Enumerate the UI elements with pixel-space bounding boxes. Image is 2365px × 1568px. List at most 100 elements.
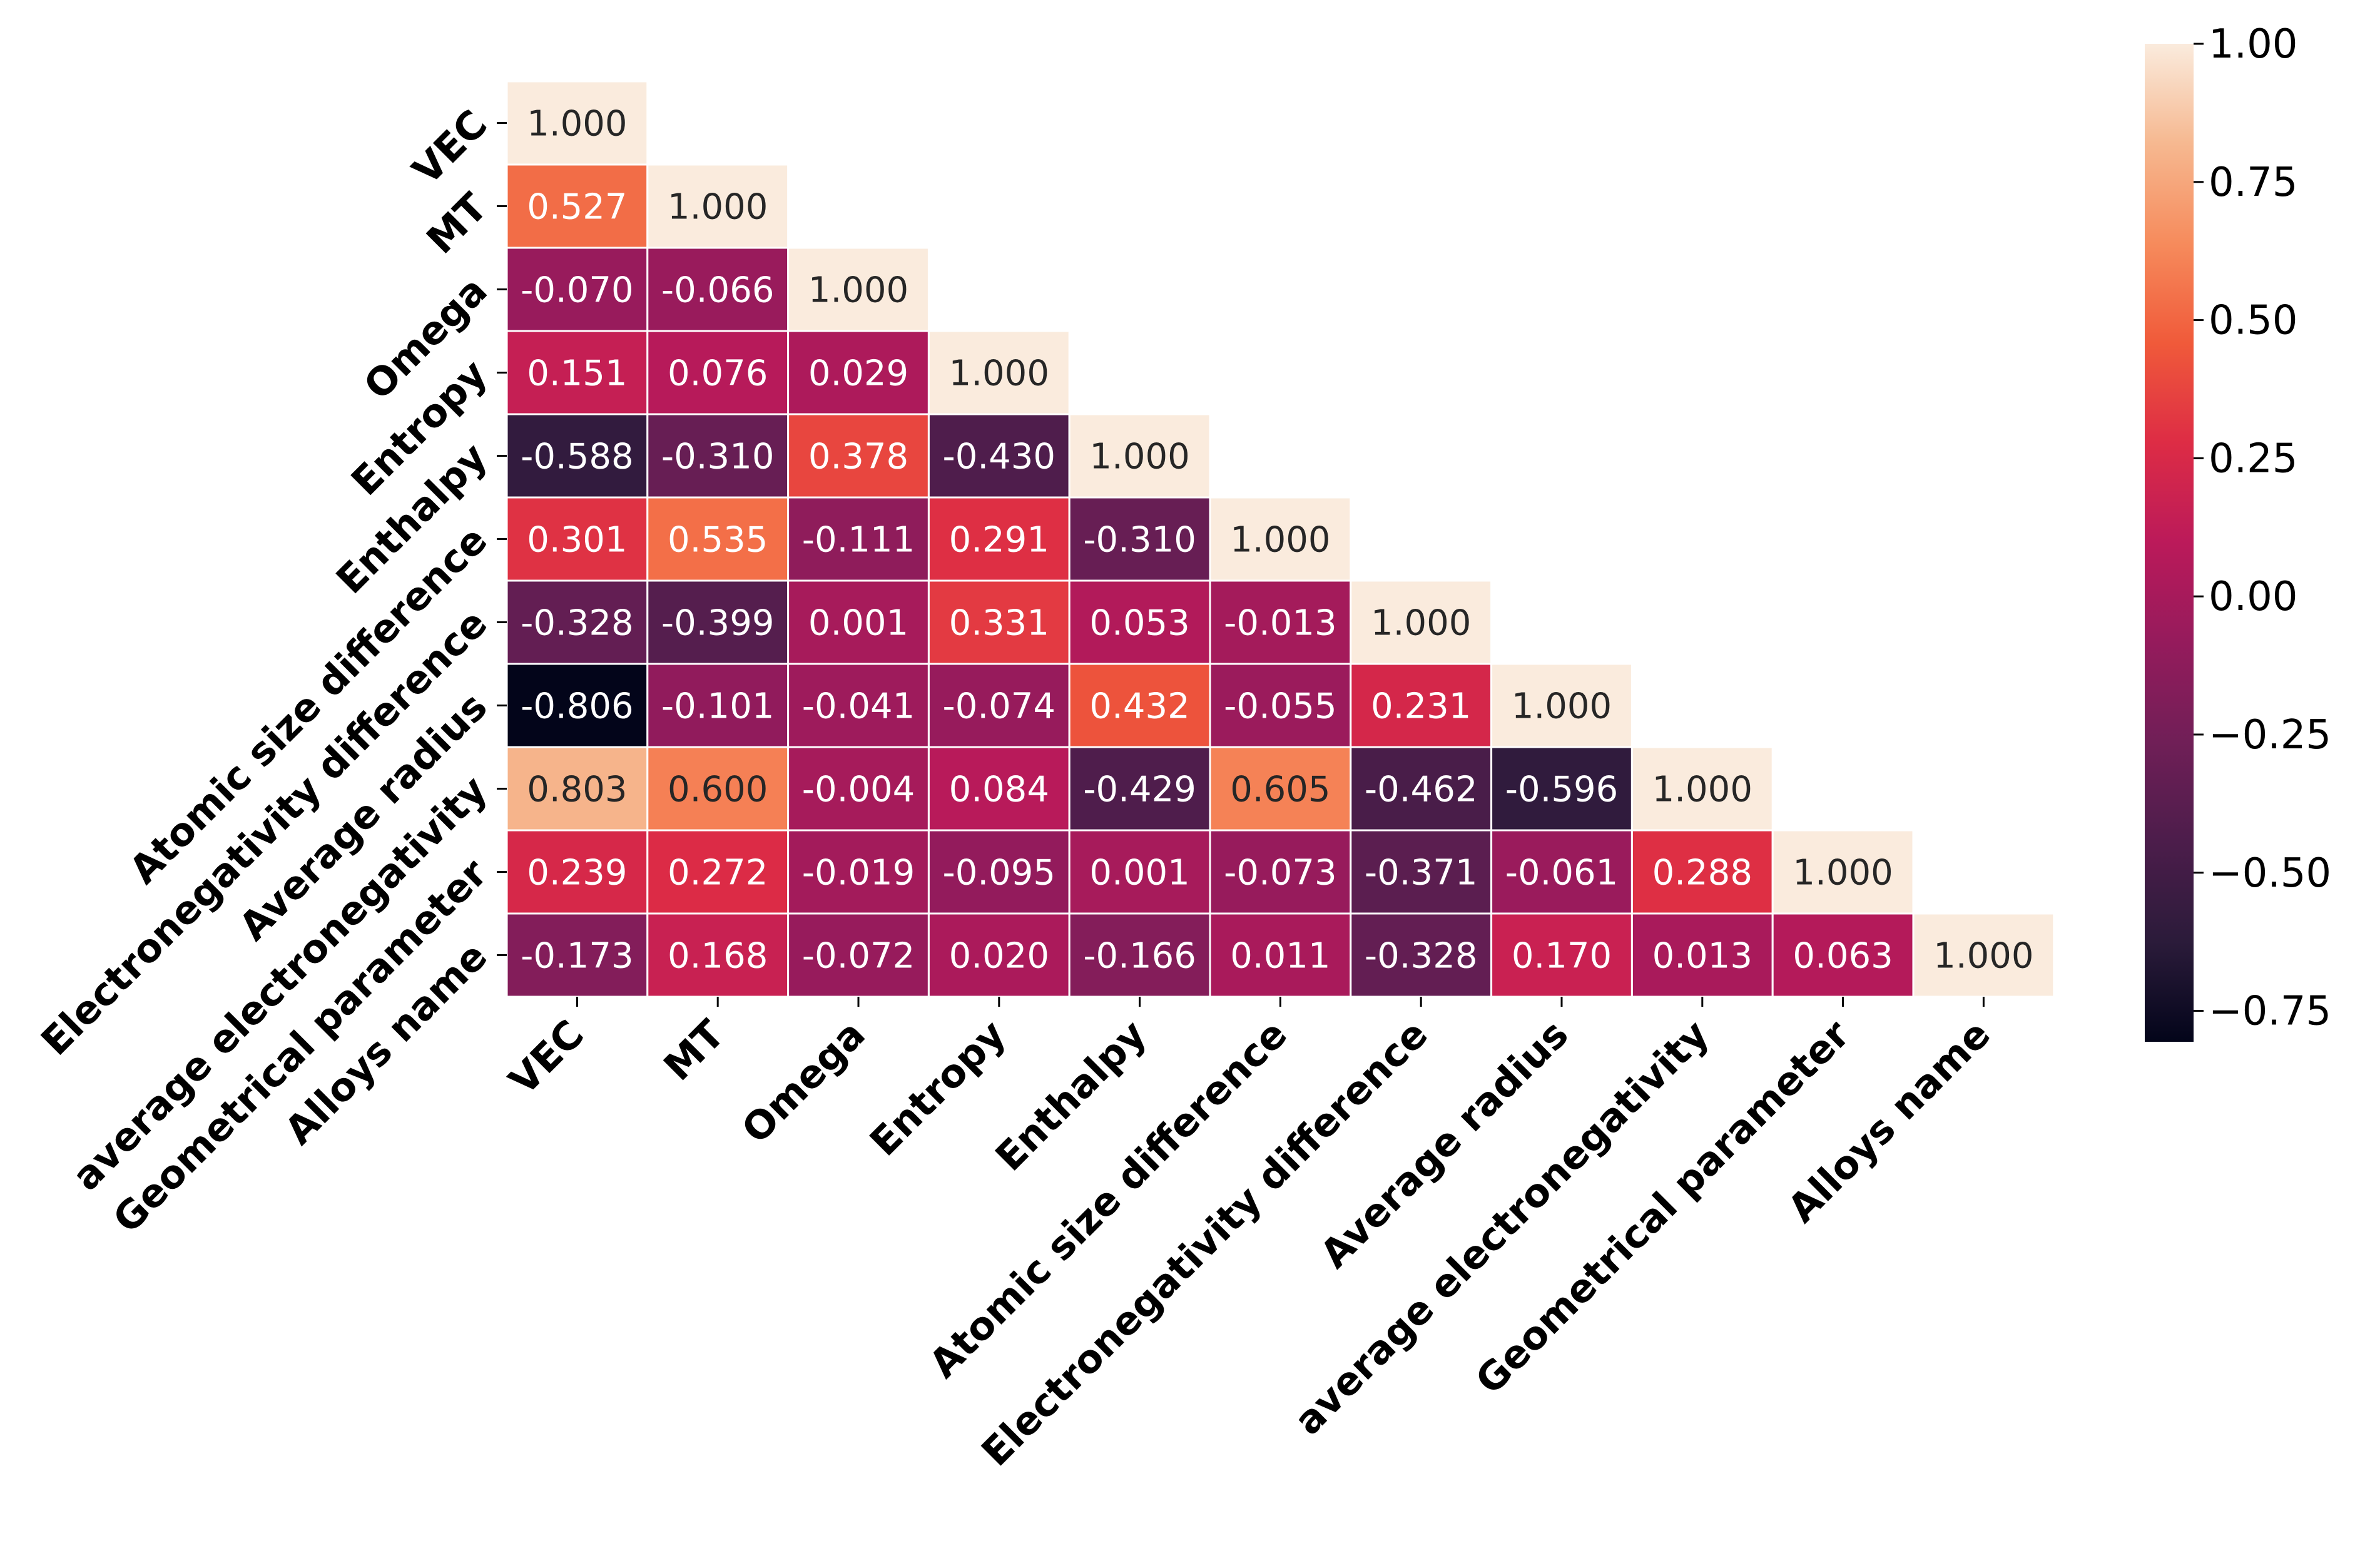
cell-value-label: 0.168 <box>668 936 768 977</box>
heatmap-cell <box>646 746 790 832</box>
cell-value-label: 1.000 <box>1793 853 1893 893</box>
cell-value-label: -0.041 <box>802 686 915 727</box>
cell-value-label: -0.101 <box>661 686 775 727</box>
heatmap-cell <box>1771 829 1915 915</box>
cell-value-label: -0.004 <box>802 770 915 810</box>
heatmap-cell <box>787 829 930 915</box>
cell-value-label: 0.331 <box>949 603 1049 644</box>
cell-value-label: 1.000 <box>949 354 1049 394</box>
cell-value-label: -0.588 <box>521 437 634 477</box>
cell-value-label: -0.066 <box>661 270 775 311</box>
heatmap-cell <box>1350 746 1493 832</box>
cell-value-label: 0.151 <box>527 354 627 394</box>
cell-value-label: 0.170 <box>1512 936 1612 977</box>
cell-value-label: -0.328 <box>521 603 634 644</box>
cell-value-label: 1.000 <box>1933 936 2033 977</box>
cell-value-label: 0.432 <box>1089 686 1189 727</box>
colorbar-tick-label: 1.00 <box>2209 21 2298 68</box>
cell-value-label: -0.310 <box>661 437 775 477</box>
cell-value-label: -0.073 <box>1224 853 1337 893</box>
heatmap-cell <box>787 330 930 415</box>
heatmap-cell <box>787 247 930 332</box>
cell-value-label: 0.527 <box>527 187 627 228</box>
heatmap-cell <box>506 80 649 166</box>
cell-value-label: 0.011 <box>1230 936 1330 977</box>
cell-value-label: 0.231 <box>1371 686 1471 727</box>
colorbar-tick-label: −0.75 <box>2209 989 2331 1035</box>
heatmap-cell <box>506 579 649 665</box>
heatmap-cell <box>1350 663 1493 748</box>
cell-value-label: 1.000 <box>1089 437 1189 477</box>
heatmap-cell <box>1209 912 1352 998</box>
heatmap-cell <box>646 829 790 915</box>
cell-value-label: 0.378 <box>808 437 908 477</box>
cell-value-label: 1.000 <box>808 270 908 311</box>
colorbar-tick-label: −0.25 <box>2209 712 2331 758</box>
cell-value-label: 0.053 <box>1089 603 1189 644</box>
heatmap-cell <box>506 663 649 748</box>
heatmap-cell <box>506 413 649 499</box>
heatmap-cell <box>1912 912 2055 998</box>
cell-value-label: -0.173 <box>521 936 634 977</box>
heatmap-cell <box>927 579 1071 665</box>
heatmap-cell <box>787 746 930 832</box>
heatmap-cell <box>787 579 930 665</box>
cell-value-label: -0.074 <box>943 686 1056 727</box>
cell-value-label: -0.462 <box>1365 770 1478 810</box>
heatmap-cell <box>1209 746 1352 832</box>
cell-value-label: 0.076 <box>668 354 768 394</box>
cell-value-label: 0.239 <box>527 853 627 893</box>
colorbar-scale <box>2145 44 2194 1042</box>
heatmap-cell <box>787 413 930 499</box>
cell-value-label: 0.029 <box>808 354 908 394</box>
colorbar-tick-label: 0.00 <box>2209 574 2298 620</box>
cell-value-label: 1.000 <box>527 104 627 145</box>
heatmap-cell <box>1350 912 1493 998</box>
heatmap-cell <box>506 829 649 915</box>
cell-value-label: 0.535 <box>668 520 768 561</box>
heatmap-cell <box>1068 663 1211 748</box>
cell-value-label: 0.063 <box>1793 936 1893 977</box>
heatmap-cell <box>1068 413 1211 499</box>
cell-value-label: -0.095 <box>943 853 1056 893</box>
heatmap-cell <box>787 496 930 582</box>
cell-value-label: -0.328 <box>1365 936 1478 977</box>
heatmap-cell <box>506 746 649 832</box>
colorbar-tick-label: 0.25 <box>2209 435 2298 482</box>
cell-value-label: 0.600 <box>668 770 768 810</box>
cell-value-label: 0.020 <box>949 936 1049 977</box>
heatmap-cell <box>1490 829 1633 915</box>
heatmap-cell <box>927 663 1071 748</box>
heatmap-cell <box>1490 663 1633 748</box>
cell-value-label: -0.399 <box>661 603 775 644</box>
heatmap-cell <box>1068 746 1211 832</box>
cell-value-label: -0.055 <box>1224 686 1337 727</box>
colorbar-tick-label: 0.50 <box>2209 298 2298 344</box>
heatmap-cell <box>1209 496 1352 582</box>
cell-value-label: 0.084 <box>949 770 1049 810</box>
cell-value-label: -0.429 <box>1083 770 1196 810</box>
heatmap-cell <box>927 829 1071 915</box>
heatmap-cell <box>1068 829 1211 915</box>
cell-value-label: 1.000 <box>1652 770 1752 810</box>
heatmap-cell <box>1630 912 1774 998</box>
cell-value-label: 1.000 <box>668 187 768 228</box>
cell-value-label: -0.806 <box>521 686 634 727</box>
heatmap-cell <box>1771 912 1915 998</box>
cell-value-label: -0.166 <box>1083 936 1196 977</box>
heatmap-cell <box>646 330 790 415</box>
cell-value-label: -0.061 <box>1505 853 1619 893</box>
heatmap-cell <box>506 247 649 332</box>
cell-value-label: -0.430 <box>943 437 1056 477</box>
heatmap-cells: 1.000 0.527 1.000 -0.070 -0.066 1.000 0.151 0.0… <box>506 80 2055 998</box>
cell-value-label: -0.111 <box>802 520 915 561</box>
heatmap-cell <box>927 746 1071 832</box>
heatmap-cell <box>506 496 649 582</box>
cell-value-label: 1.000 <box>1512 686 1612 727</box>
heatmap-cell <box>927 413 1071 499</box>
cell-value-label: 0.288 <box>1652 853 1752 893</box>
cell-value-label: 0.001 <box>808 603 908 644</box>
heatmap-cell <box>1209 663 1352 748</box>
heatmap-cell <box>1209 579 1352 665</box>
